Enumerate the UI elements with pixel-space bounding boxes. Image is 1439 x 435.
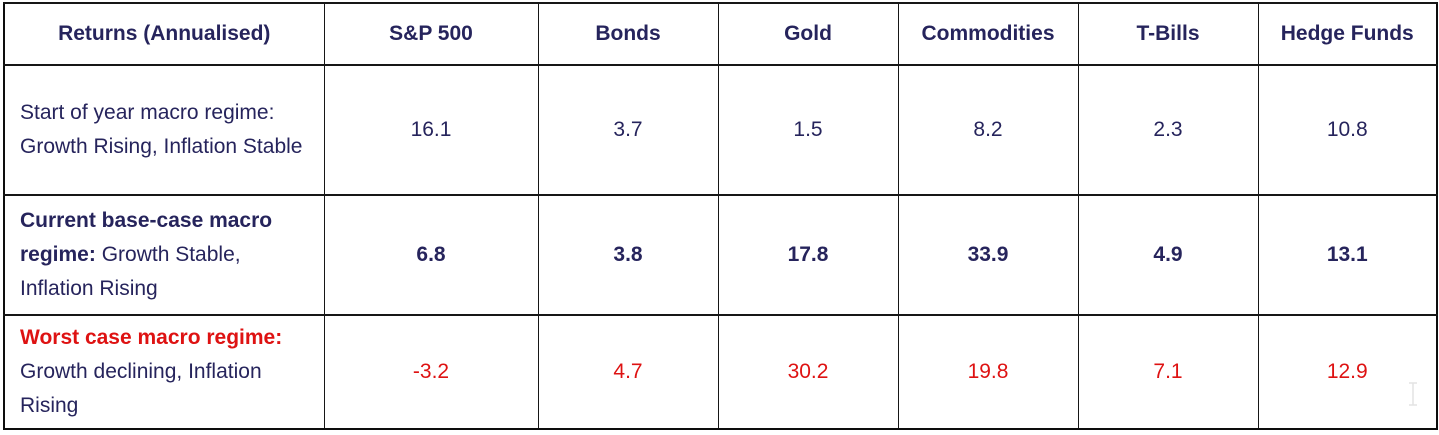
header-cell-bonds: Bonds xyxy=(537,2,719,66)
cell-start-tbills: 2.3 xyxy=(1077,63,1259,196)
header-cell-gold: Gold xyxy=(717,2,899,66)
header-cell-hedge-funds: Hedge Funds xyxy=(1257,2,1438,66)
row-label-worst-case: Worst case macro regime: Growth declinin… xyxy=(3,313,325,430)
row-label-emphasis: Current base-case macro regime: xyxy=(20,209,273,267)
cell-start-hedge-funds: 10.8 xyxy=(1257,63,1438,196)
cell-base-bonds: 3.8 xyxy=(537,194,719,316)
table-row-start-of-year: Start of year macro regime: Growth Risin… xyxy=(3,63,1438,196)
cell-base-tbills: 4.9 xyxy=(1077,194,1259,316)
row-label-start-of-year: Start of year macro regime: Growth Risin… xyxy=(3,63,325,196)
returns-table: Returns (Annualised) S&P 500 Bonds Gold … xyxy=(3,2,1438,430)
cell-start-bonds: 3.7 xyxy=(537,63,719,196)
cell-start-commodities: 8.2 xyxy=(897,63,1079,196)
cell-worst-commodities: 19.8 xyxy=(897,313,1079,430)
header-cell-tbills: T-Bills xyxy=(1077,2,1259,66)
cell-worst-hedge-funds: 12.9 xyxy=(1257,313,1438,430)
row-label-text: Start of year macro regime: Growth Risin… xyxy=(20,101,303,159)
cell-worst-gold: 30.2 xyxy=(717,313,899,430)
row-label-emphasis: Worst case macro regime: xyxy=(20,325,283,349)
row-label-text: Growth Stable, Inflation Rising xyxy=(20,243,241,301)
header-cell-sp500: S&P 500 xyxy=(323,2,539,66)
header-cell-commodities: Commodities xyxy=(897,2,1079,66)
cell-base-commodities: 33.9 xyxy=(897,194,1079,316)
header-row: Returns (Annualised) S&P 500 Bonds Gold … xyxy=(3,2,1438,66)
table-row-base-case: Current base-case macro regime: Growth S… xyxy=(3,194,1438,316)
row-label-text: Growth declining, Inflation Rising xyxy=(20,359,262,417)
table-row-worst-case: Worst case macro regime: Growth declinin… xyxy=(3,313,1438,430)
row-label-base-case: Current base-case macro regime: Growth S… xyxy=(3,194,325,316)
cell-worst-sp500: -3.2 xyxy=(323,313,539,430)
cell-base-hedge-funds: 13.1 xyxy=(1257,194,1438,316)
cell-worst-bonds: 4.7 xyxy=(537,313,719,430)
cell-base-sp500: 6.8 xyxy=(323,194,539,316)
cell-start-sp500: 16.1 xyxy=(323,63,539,196)
cell-start-gold: 1.5 xyxy=(717,63,899,196)
cell-worst-tbills: 7.1 xyxy=(1077,313,1259,430)
header-cell-returns-annualised: Returns (Annualised) xyxy=(3,2,325,66)
cell-base-gold: 17.8 xyxy=(717,194,899,316)
